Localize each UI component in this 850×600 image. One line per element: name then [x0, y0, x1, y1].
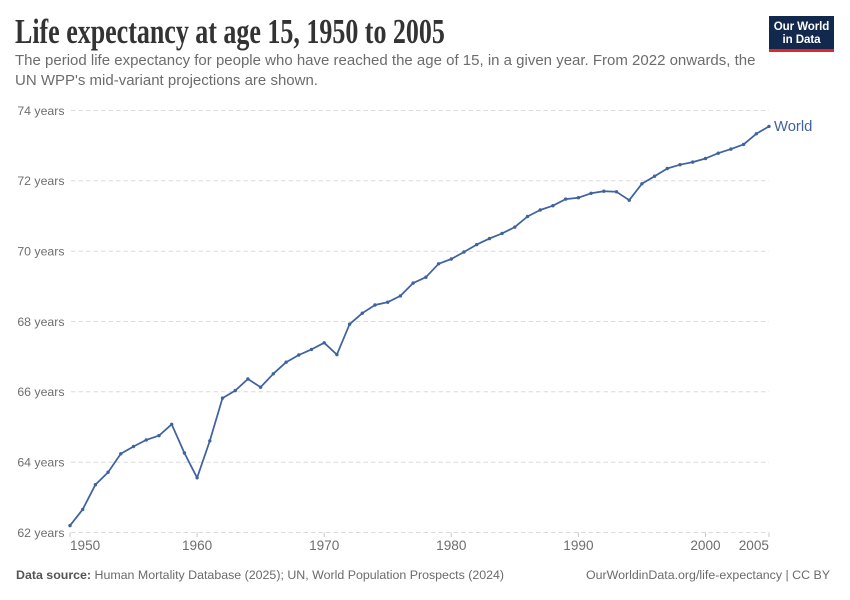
svg-text:72 years: 72 years — [17, 174, 64, 188]
svg-text:1950: 1950 — [70, 538, 101, 553]
svg-text:1980: 1980 — [436, 538, 467, 553]
svg-text:68 years: 68 years — [17, 315, 64, 329]
svg-text:66 years: 66 years — [17, 385, 64, 399]
svg-text:1990: 1990 — [563, 538, 594, 553]
svg-text:2005: 2005 — [739, 538, 769, 553]
svg-text:64 years: 64 years — [17, 456, 64, 470]
svg-text:1960: 1960 — [182, 538, 213, 553]
svg-text:1970: 1970 — [309, 538, 340, 553]
svg-text:70 years: 70 years — [17, 245, 64, 259]
svg-text:74 years: 74 years — [17, 104, 64, 118]
svg-text:62 years: 62 years — [17, 526, 64, 540]
svg-text:World: World — [774, 119, 812, 135]
svg-text:2000: 2000 — [690, 538, 721, 553]
